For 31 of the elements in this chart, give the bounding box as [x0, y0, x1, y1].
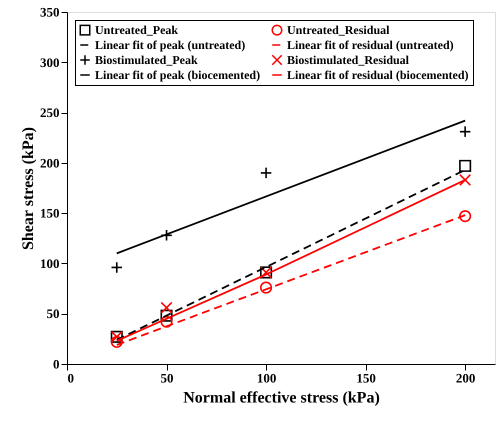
point [459, 174, 472, 186]
point [459, 210, 472, 222]
legend-label: Linear fit of peak (untreated) [95, 38, 246, 52]
legend-label: Linear fit of residual (untreated) [287, 38, 454, 52]
y-tick-label: 0 [53, 356, 60, 372]
x-tick-label: 100 [256, 370, 276, 386]
legend-label: Biostimulated_Peak [95, 53, 198, 67]
point [160, 310, 173, 322]
x-tick-label: 200 [456, 370, 476, 386]
y-tick-label: 200 [40, 155, 60, 170]
legend-label: Untreated_Residual [287, 23, 390, 38]
point [110, 336, 123, 348]
point [160, 316, 173, 328]
y-tick-label: 100 [40, 256, 60, 271]
y-tick-label: 150 [40, 206, 60, 221]
point [160, 302, 173, 314]
legend-label: Untreated_Peak [95, 23, 178, 38]
y-tick-label: 350 [40, 4, 60, 20]
y-tick-label: 250 [40, 105, 60, 120]
y-tick-label: 300 [40, 54, 60, 70]
legend-label: Biostimulated_Residual [287, 53, 410, 67]
x-axis-title: Normal effective stress (kPa) [183, 390, 380, 406]
x-tick-label: 150 [356, 370, 376, 386]
point [260, 282, 272, 294]
legend-label: Linear fit of residual (biocemented) [287, 68, 469, 82]
x-tick-label: 50 [160, 370, 174, 386]
legend-label: Linear fit of peak (biocemented) [95, 68, 260, 82]
y-tick-label: 50 [46, 306, 60, 322]
y-axis-title: Shear stress (kPa) [20, 127, 37, 250]
point [459, 160, 472, 172]
x-tick-label: 0 [68, 370, 74, 386]
